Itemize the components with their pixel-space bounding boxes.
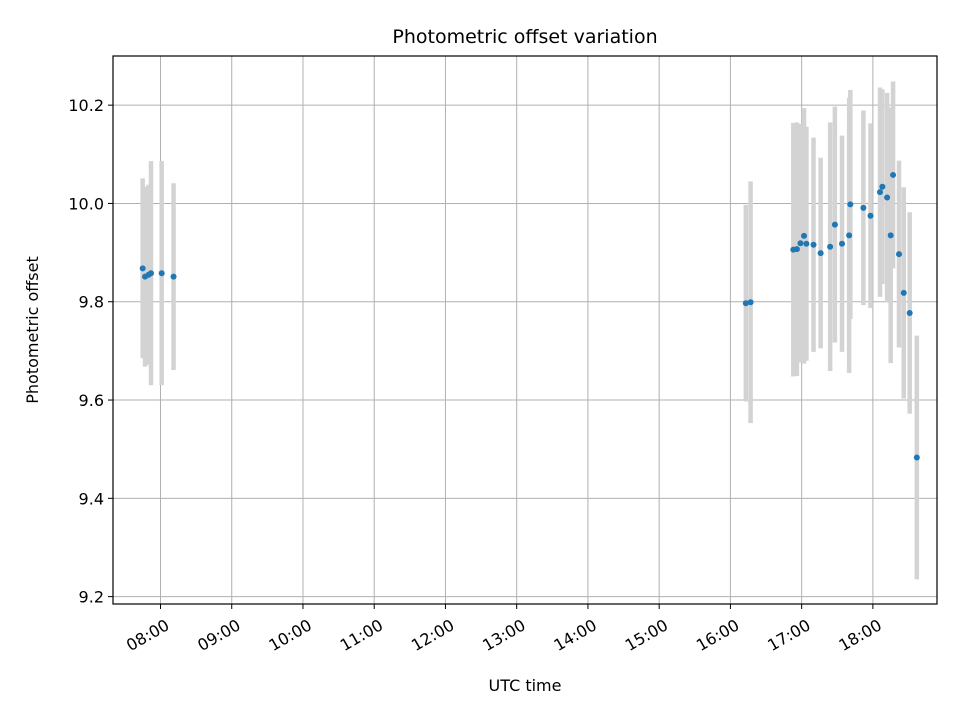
x-axis-label: UTC time bbox=[489, 676, 562, 695]
data-point bbox=[158, 270, 165, 277]
data-point bbox=[831, 221, 838, 228]
y-tick-label: 9.4 bbox=[79, 489, 104, 508]
y-tick-label: 9.8 bbox=[79, 293, 104, 312]
data-point bbox=[860, 204, 867, 211]
data-point bbox=[906, 310, 913, 317]
y-axis: 9.2 9.4 9.6 9.8 10.0 10.2 bbox=[68, 96, 113, 607]
data-point bbox=[170, 273, 177, 280]
data-point bbox=[742, 300, 749, 307]
data-point bbox=[817, 250, 824, 257]
data-point bbox=[884, 194, 891, 201]
y-axis-label: Photometric offset bbox=[23, 256, 42, 404]
chart-title: Photometric offset variation bbox=[392, 26, 657, 48]
data-point bbox=[793, 246, 800, 253]
data-point bbox=[747, 299, 754, 306]
data-point bbox=[877, 189, 884, 196]
y-tick-label: 10.0 bbox=[68, 194, 104, 213]
data-point bbox=[810, 241, 817, 248]
data-point bbox=[803, 240, 810, 247]
data-point bbox=[147, 270, 154, 277]
data-points bbox=[139, 171, 920, 461]
data-point bbox=[801, 232, 808, 239]
data-point bbox=[879, 183, 886, 190]
data-point bbox=[890, 171, 897, 178]
data-point bbox=[139, 265, 146, 272]
y-tick-label: 10.2 bbox=[68, 96, 104, 115]
data-point bbox=[847, 201, 854, 208]
data-point bbox=[867, 212, 874, 219]
y-tick-label: 9.6 bbox=[79, 391, 104, 410]
y-tick-label: 9.2 bbox=[79, 588, 104, 607]
data-point bbox=[827, 243, 834, 250]
plot-frame bbox=[112, 55, 938, 605]
data-point bbox=[900, 289, 907, 296]
data-point bbox=[913, 454, 920, 461]
data-point bbox=[797, 240, 804, 247]
data-point bbox=[887, 232, 894, 239]
data-point bbox=[839, 240, 846, 247]
data-point bbox=[896, 251, 903, 258]
data-point bbox=[846, 232, 853, 239]
